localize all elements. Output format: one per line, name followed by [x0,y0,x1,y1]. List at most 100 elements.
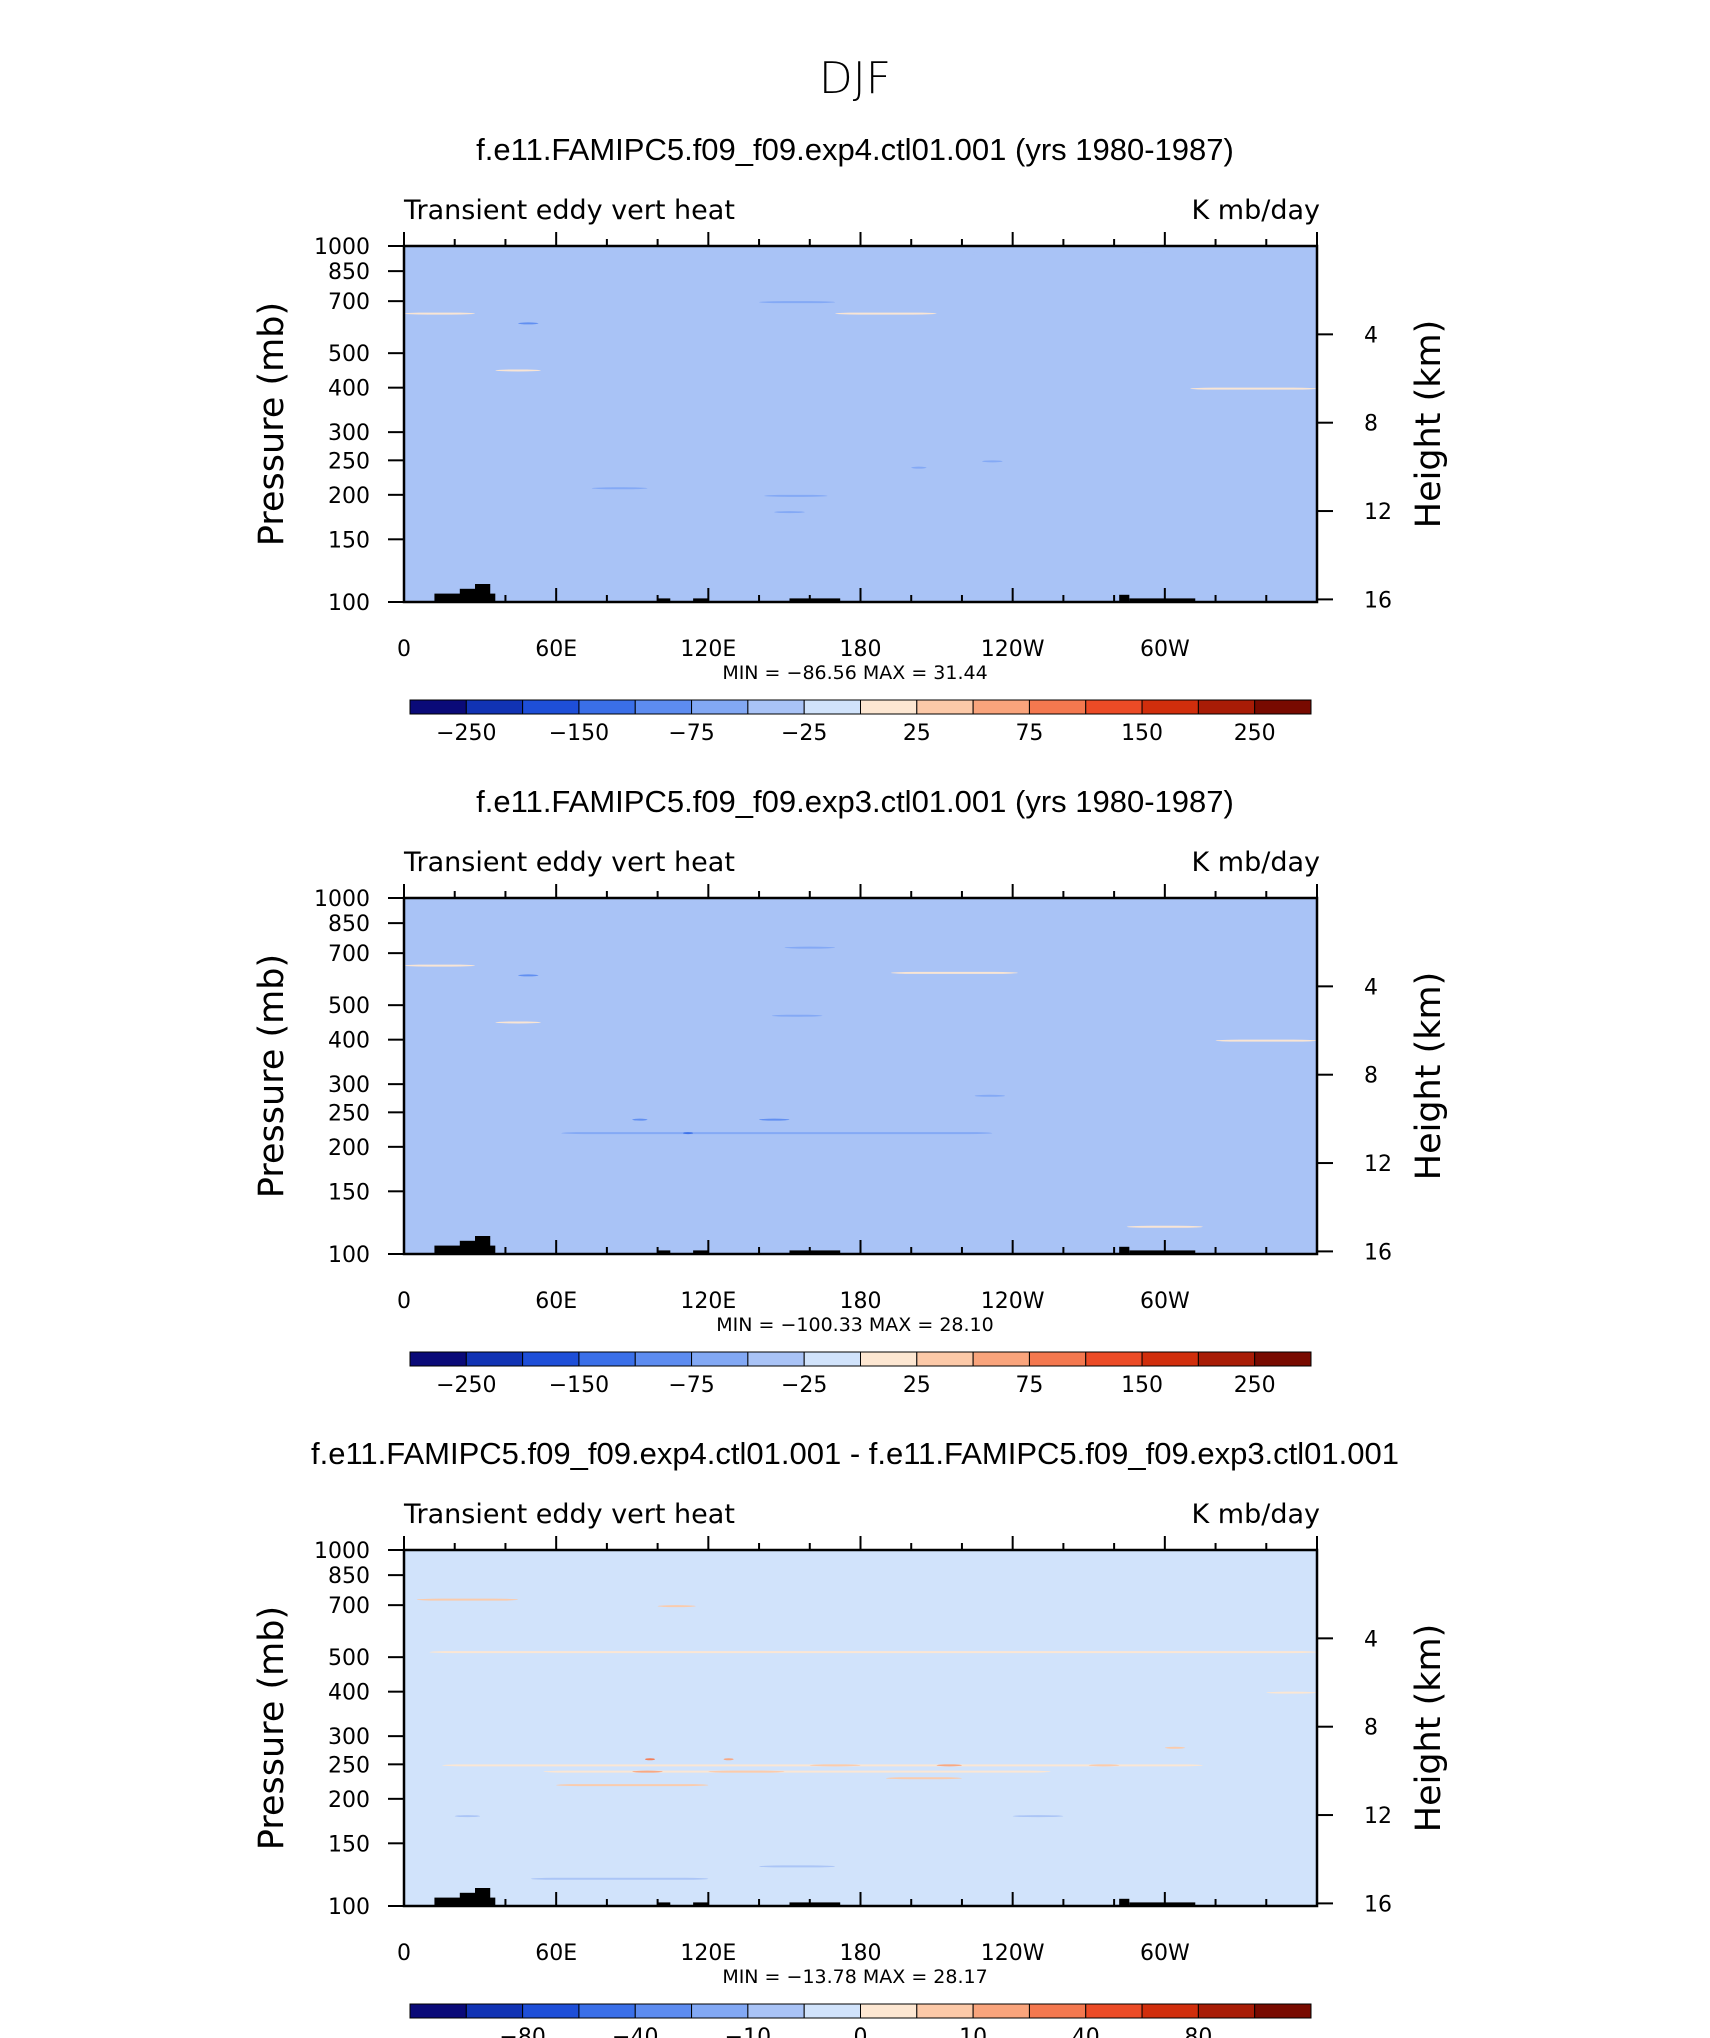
contour-region [556,1784,709,1787]
contour-region [809,1764,861,1767]
colorbar-box [1085,1351,1143,1367]
colorbar: −80 −40 −10 0 10 40 80 [409,2003,1312,2038]
colorbar-label: −250 [436,721,496,746]
colorbar-box [916,1351,974,1367]
contour-region [518,974,539,977]
x-tick-label: 120E [680,637,736,662]
colorbar-box [1254,699,1312,715]
colorbar-box [691,1351,749,1367]
x-tick-label: 60W [1140,1941,1190,1966]
y-tick-label: 700 [328,290,370,315]
y-axis-title: Pressure (mb) [252,302,292,546]
contour-region [771,1014,823,1017]
terrain [475,584,491,602]
colorbar-box [747,1351,805,1367]
panel-title: f.e11.FAMIPC5.f09_f09.exp4.ctl01.001 - f… [311,1436,1399,1471]
y-tick-label: 200 [328,1136,370,1161]
y-tick-label: 1000 [314,887,370,912]
contour-region [632,1770,663,1773]
colorbar-box [1085,699,1143,715]
colorbar-label: 75 [1015,721,1043,746]
y-tick-label: 500 [328,1646,370,1671]
x-tick-label: 120W [981,1289,1045,1314]
contour-region [404,964,476,967]
min-max-label: MIN = −100.33 MAX = 28.10 [716,1314,993,1336]
contour-region [835,312,937,315]
colorbar-label: 250 [1234,721,1276,746]
height-tick-label: 16 [1364,588,1392,613]
units-label: K mb/day [1192,195,1321,226]
colorbar-box [916,699,974,715]
colorbar: −250 −150 −75 −25 25 75 150 250 [409,699,1312,746]
x-tick-label: 0 [397,637,411,662]
x-tick-label: 180 [840,1941,882,1966]
contour-region [759,301,836,304]
contour-region [890,971,1018,974]
panel-title: f.e11.FAMIPC5.f09_f09.exp3.ctl01.001 (yr… [476,784,1234,819]
terrain [1129,1902,1196,1906]
x-tick-label: 60E [535,637,577,662]
y-tick-label: 700 [328,942,370,967]
contour-region [982,460,1003,463]
colorbar-box [1141,2003,1199,2019]
y-axis-title: Pressure (mb) [252,954,292,1198]
colorbar-label: 250 [1234,1373,1276,1398]
x-tick-label: 0 [397,1941,411,1966]
contour-field [416,1598,1317,1906]
terrain [475,1888,491,1906]
contour-region [495,1021,541,1024]
colorbar-box [691,2003,749,2019]
left-string: Transient eddy vert heat [403,1499,735,1530]
contour-region [454,1815,481,1818]
contour-region [1190,387,1317,390]
contour-region [961,252,1165,255]
contour-region [543,1770,1051,1773]
y-tick-label: 400 [328,1029,370,1054]
terrain [1119,1246,1130,1254]
terrain [1119,594,1130,602]
terrain [1119,1898,1130,1906]
contour-region [1012,1815,1064,1818]
y-axis-title: Pressure (mb) [252,1606,292,1850]
colorbar-label: 80 [1184,2025,1212,2038]
colorbar-box [1028,699,1087,715]
y-tick-label: 1000 [314,1539,370,1564]
contour-region [404,312,476,315]
terrain [789,598,841,602]
left-string: Transient eddy vert heat [403,847,735,878]
right-axis-title: Height (km) [1409,1624,1449,1833]
field-background [404,246,1317,602]
colorbar-label: −40 [612,2025,658,2038]
height-tick-label: 12 [1364,500,1392,525]
colorbar-label: −150 [549,1373,609,1398]
y-tick-label: 100 [328,591,370,616]
terrain [657,1250,671,1254]
colorbar-box [409,1351,467,1367]
right-axis-title: Height (km) [1409,972,1449,1181]
contour-region [1126,1225,1203,1228]
colorbar-box [522,699,580,715]
colorbar-box [747,699,805,715]
y-tick-label: 150 [328,1180,370,1205]
colorbar-box [860,2003,918,2019]
y-tick-label: 100 [328,1895,370,1920]
height-tick-label: 12 [1364,1804,1392,1829]
x-tick-label: 60E [535,1289,577,1314]
colorbar-box [634,2003,693,2019]
height-tick-label: 4 [1364,975,1378,1000]
colorbar-box [578,699,636,715]
y-tick-label: 150 [328,1832,370,1857]
colorbar-box [634,1351,693,1367]
y-tick-label: 850 [328,1564,370,1589]
y-tick-label: 1000 [314,235,370,260]
colorbar-box [803,699,861,715]
contour-region [518,322,539,325]
colorbar-label: 0 [854,2025,868,2038]
colorbar-box [578,1351,636,1367]
x-tick-label: 60W [1140,637,1190,662]
colorbar-label: 40 [1072,2025,1100,2038]
terrain [657,598,671,602]
colorbar-box [1085,2003,1143,2019]
y-tick-label: 500 [328,342,370,367]
y-tick-label: 400 [328,1681,370,1706]
